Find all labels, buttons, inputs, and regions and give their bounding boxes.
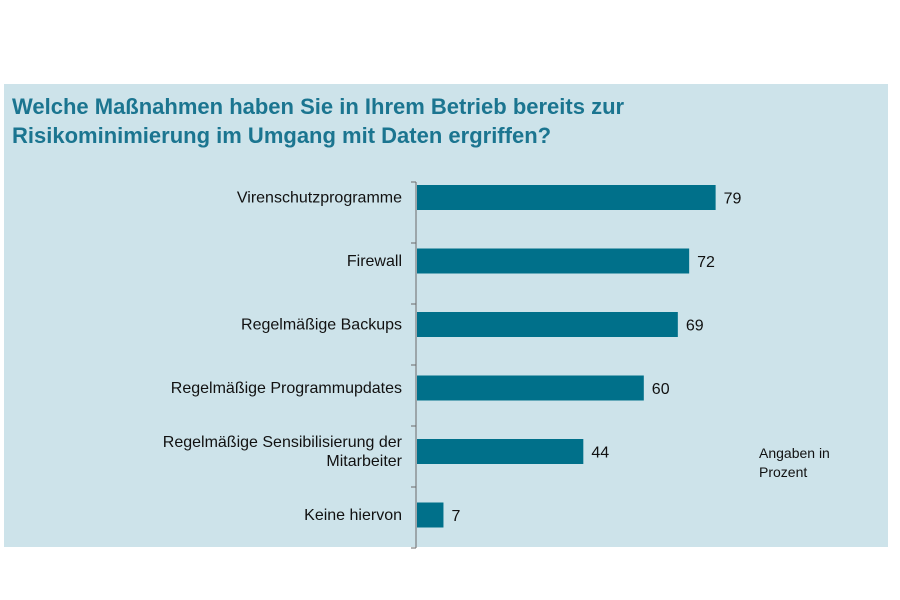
category-label: Mitarbeiter (326, 453, 402, 470)
category-label: Regelmäßige Programmupdates (171, 380, 402, 397)
bar-value-label: 79 (724, 191, 742, 208)
chart-title-line-2: Risikominimierung im Umgang mit Daten er… (12, 123, 552, 148)
bar-value-label: 69 (686, 318, 704, 335)
bar (417, 248, 690, 274)
unit-note-line-2: Prozent (759, 464, 808, 480)
bar-value-label: 7 (451, 508, 460, 525)
category-label: Regelmäßige Sensibilisierung der (163, 434, 403, 451)
category-label: Keine hiervon (304, 507, 402, 524)
bar-value-label: 72 (697, 254, 715, 271)
bar (417, 185, 716, 210)
bar (417, 312, 678, 337)
chart-title: Welche Maßnahmen haben Sie in Ihrem Betr… (12, 92, 872, 150)
category-label: Firewall (347, 253, 402, 270)
bar (417, 439, 584, 464)
category-label: Virenschutzprogramme (237, 190, 402, 207)
bar-value-label: 44 (591, 445, 609, 462)
unit-note: Angaben in Prozent (759, 444, 869, 482)
bar-value-label: 60 (652, 381, 670, 398)
bar (417, 502, 444, 528)
bar (417, 375, 644, 401)
unit-note-line-1: Angaben in (759, 445, 830, 461)
category-label: Regelmäßige Backups (241, 317, 402, 334)
chart-title-line-1: Welche Maßnahmen haben Sie in Ihrem Betr… (12, 94, 625, 119)
